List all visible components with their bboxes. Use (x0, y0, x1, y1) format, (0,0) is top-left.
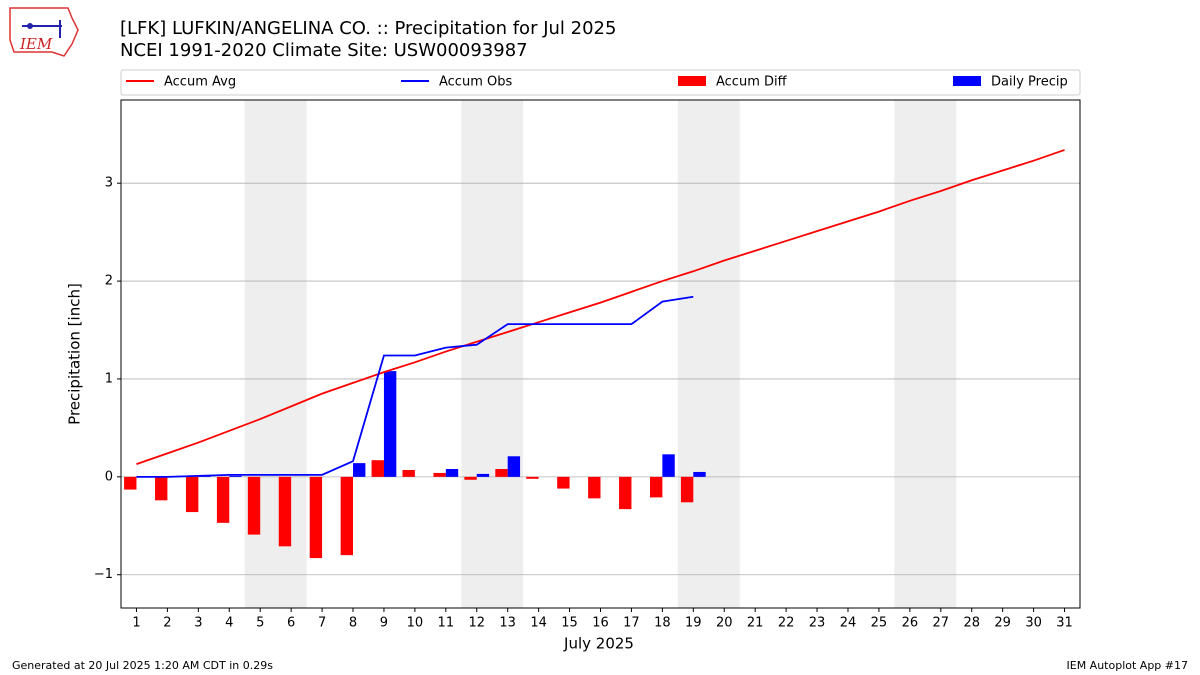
bar (588, 476, 601, 499)
x-tick-label: 15 (561, 616, 578, 631)
x-tick-label: 4 (225, 616, 233, 631)
x-tick-label: 18 (654, 616, 671, 631)
legend-label: Accum Diff (716, 75, 788, 90)
bar (371, 460, 384, 477)
bar (476, 473, 490, 477)
bar (507, 456, 521, 477)
x-tick-label: 26 (902, 616, 919, 631)
chart-subtitle: NCEI 1991-2020 Climate Site: USW00093987 (120, 40, 528, 61)
bar (464, 476, 477, 480)
y-axis-label: Precipitation [inch] (66, 283, 84, 425)
logo-text: IEM (19, 35, 53, 53)
logo: IEM (9, 7, 79, 57)
x-tick-label: 30 (1025, 616, 1042, 631)
bar (649, 476, 663, 498)
x-tick-label: 10 (407, 616, 424, 631)
x-tick-label: 20 (716, 616, 733, 631)
y-tick-label: 3 (105, 176, 113, 191)
x-tick-label: 7 (318, 616, 326, 631)
x-tick-label: 19 (685, 616, 702, 631)
plot-frame (120, 99, 1081, 609)
x-tick-label: 16 (592, 616, 609, 631)
weekend-shade (894, 100, 957, 608)
x-tick-label: 22 (778, 616, 795, 631)
bar (402, 469, 415, 477)
bar (433, 472, 446, 477)
weekend-shade (461, 100, 524, 608)
bar (340, 476, 354, 556)
bar (247, 476, 261, 535)
legend-box (120, 69, 1081, 96)
y-tick-label: −1 (94, 567, 113, 582)
x-tick-label: 31 (1056, 616, 1073, 631)
weekend-shade (677, 100, 740, 608)
line (136, 295, 694, 478)
x-tick-label: 28 (963, 616, 980, 631)
x-tick-label: 24 (840, 616, 857, 631)
bar (445, 469, 459, 477)
bar (278, 476, 292, 547)
x-tick-label: 2 (163, 616, 171, 631)
x-tick-label: 13 (499, 616, 516, 631)
bar (383, 371, 397, 477)
y-tick-label: 1 (105, 371, 113, 386)
x-tick-label: 3 (194, 616, 202, 631)
bar (185, 476, 199, 513)
line (136, 149, 1065, 465)
x-tick-label: 23 (809, 616, 826, 631)
y-tick-label: 0 (105, 469, 113, 484)
bar (526, 476, 539, 479)
bar (229, 475, 242, 477)
chart-title: [LFK] LUFKIN/ANGELINA CO. :: Precipitati… (120, 18, 616, 39)
bar (693, 471, 706, 477)
legend-label: Accum Avg (164, 75, 236, 90)
bar (662, 454, 675, 477)
bar (216, 476, 230, 523)
bar (124, 476, 137, 490)
bar (619, 476, 632, 510)
x-tick-label: 25 (871, 616, 888, 631)
x-tick-label: 9 (380, 616, 388, 631)
bar (155, 476, 168, 501)
x-tick-label: 21 (747, 616, 764, 631)
bar (680, 476, 694, 503)
x-tick-label: 11 (438, 616, 455, 631)
x-tick-label: 29 (994, 616, 1011, 631)
x-axis-label: July 2025 (563, 635, 634, 653)
x-tick-label: 12 (468, 616, 485, 631)
legend-swatch (953, 76, 981, 86)
bar (309, 476, 323, 559)
bar (353, 463, 366, 477)
x-tick-label: 5 (256, 616, 264, 631)
legend-swatch (678, 76, 706, 86)
x-tick-label: 1 (132, 616, 140, 631)
legend-label: Daily Precip (991, 75, 1068, 90)
x-tick-label: 14 (530, 616, 547, 631)
footer-right: IEM Autoplot App #17 (1067, 659, 1189, 672)
x-tick-label: 6 (287, 616, 295, 631)
x-tick-label: 27 (933, 616, 950, 631)
x-tick-label: 17 (623, 616, 640, 631)
bar (495, 469, 508, 477)
bar (557, 476, 570, 489)
x-tick-label: 8 (349, 616, 357, 631)
footer-left: Generated at 20 Jul 2025 1:20 AM CDT in … (12, 659, 273, 672)
legend-label: Accum Obs (439, 75, 512, 90)
y-tick-label: 2 (105, 274, 113, 289)
